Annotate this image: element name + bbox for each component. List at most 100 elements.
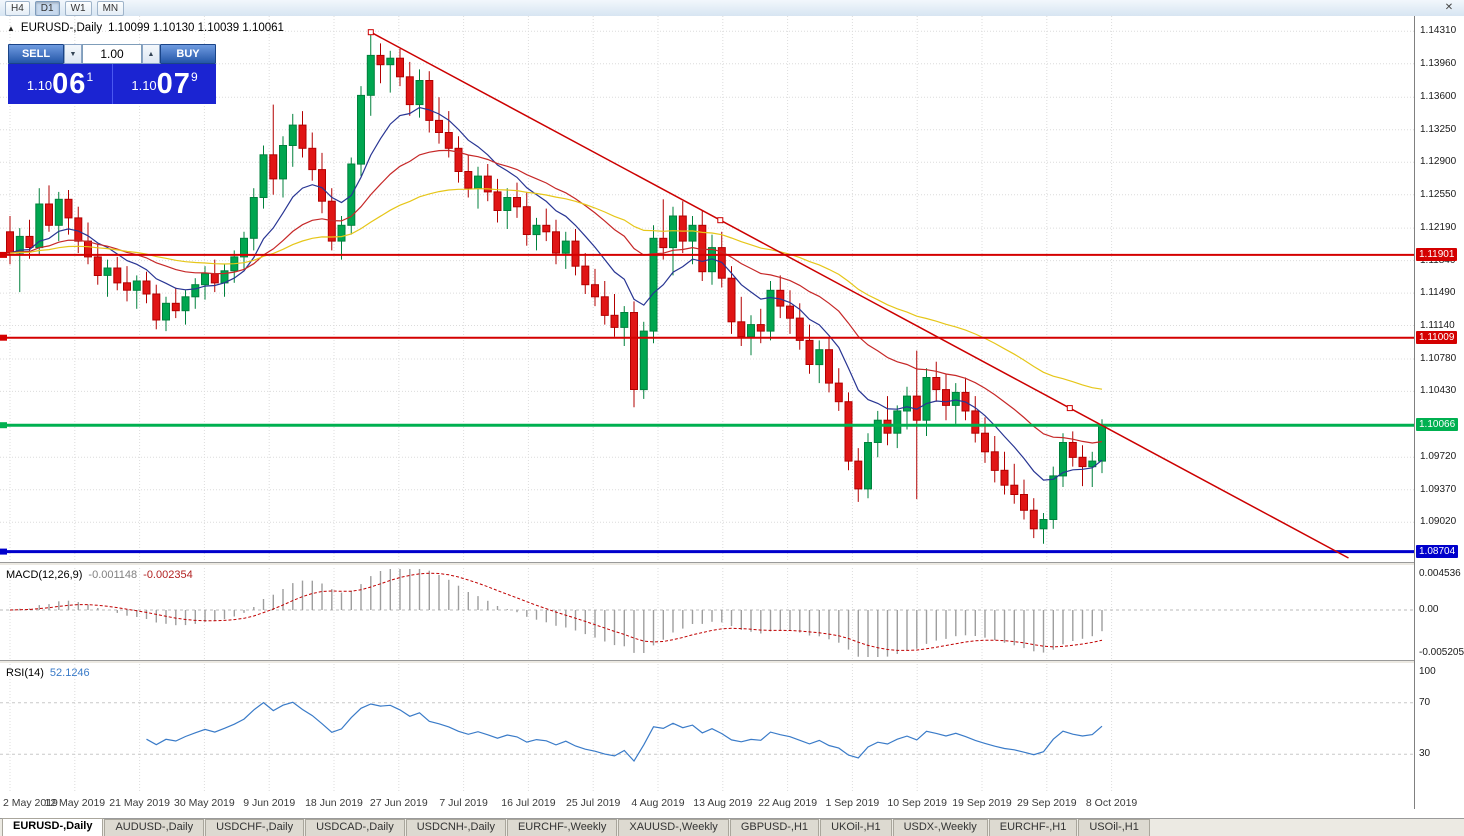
timeframe-button-mn[interactable]: MN xyxy=(96,0,125,16)
hline-price-tag: 1.11009 xyxy=(1416,330,1458,344)
date-label: 8 Oct 2019 xyxy=(1085,797,1138,809)
close-chart-button[interactable]: ✕ xyxy=(1444,2,1454,13)
spinner-up-icon: ▲ xyxy=(147,50,155,58)
date-label: 18 Jun 2019 xyxy=(305,797,363,809)
date-label: 30 May 2019 xyxy=(174,797,235,809)
ask-pip-digit: 9 xyxy=(190,70,198,84)
price-tick-label: 1.12900 xyxy=(1420,156,1457,168)
timeframe-button-h4[interactable]: H4 xyxy=(5,0,30,16)
macd-label: MACD(12,26,9) -0.001148 -0.002354 xyxy=(6,569,193,581)
moving-average-24 xyxy=(9,149,1103,444)
date-label: 16 Jul 2019 xyxy=(501,797,556,809)
price-tick-label: 1.11140 xyxy=(1420,319,1455,331)
symbol-tab[interactable]: UKOil-,H1 xyxy=(820,819,892,836)
date-label: 25 Jul 2019 xyxy=(566,797,621,809)
buy-button[interactable]: BUY xyxy=(160,44,216,64)
chart-window[interactable]: ▲ EURUSD-,Daily 1.10099 1.10130 1.10039 … xyxy=(0,16,1464,836)
date-label: 21 May 2019 xyxy=(109,797,170,809)
price-tick-label: 1.10780 xyxy=(1420,352,1457,364)
descending-trendline[interactable] xyxy=(367,29,1349,559)
ask-big-digits: 07 xyxy=(156,68,191,100)
date-label: 22 Aug 2019 xyxy=(758,797,818,809)
chart-canvas[interactable] xyxy=(0,16,1414,793)
price-tick-label: 1.13960 xyxy=(1420,57,1457,69)
trendline-handle[interactable] xyxy=(367,29,374,36)
bid-price-display[interactable]: 1.10 06 1 xyxy=(8,64,112,104)
hline-price-tag: 1.10066 xyxy=(1416,418,1459,432)
macd-signal-value: -0.002354 xyxy=(143,569,193,581)
horizontal-lines xyxy=(0,251,1414,555)
symbol-tab[interactable]: USDCNH-,Daily xyxy=(405,819,506,836)
date-label: 2 May 2019 xyxy=(3,797,58,809)
rsi-axis-70: 70 xyxy=(1419,696,1431,708)
date-label: 29 Sep 2019 xyxy=(1017,797,1077,809)
price-macd-separator[interactable] xyxy=(0,562,1464,566)
date-label: 1 Sep 2019 xyxy=(825,797,880,809)
volume-decrease-button[interactable]: ▼ xyxy=(64,44,82,64)
symbol-tab[interactable]: USDX-,Weekly xyxy=(892,819,988,836)
symbol-period-label: EURUSD-,Daily xyxy=(20,22,103,34)
rsi-axis-30: 30 xyxy=(1419,748,1431,760)
period-toolbar: H4 D1 W1 MN ✕ xyxy=(0,0,1464,17)
timeframe-button-d1[interactable]: D1 xyxy=(34,0,60,16)
rsi-indicator xyxy=(0,701,1414,762)
macd-main-value: -0.001148 xyxy=(88,569,138,581)
symbol-tab[interactable]: USDCAD-,Daily xyxy=(305,819,405,836)
chart-tab-bar: EURUSD-,Daily AUDUSD-,Daily USDCHF-,Daily U… xyxy=(0,818,1464,836)
rsi-value: 52.1246 xyxy=(49,667,90,679)
rsi-axis-100: 100 xyxy=(1419,666,1436,677)
one-click-price-row: 1.10 06 1 1.10 07 9 xyxy=(8,64,216,104)
symbol-tab[interactable]: USDCHF-,Daily xyxy=(205,819,305,836)
date-label: 7 Jul 2019 xyxy=(439,797,488,809)
symbol-tab[interactable]: AUDUSD-,Daily xyxy=(104,819,205,836)
rsi-label: RSI(14) 52.1246 xyxy=(6,667,90,679)
price-tick-label: 1.12190 xyxy=(1420,222,1457,234)
sell-button[interactable]: SELL xyxy=(8,44,64,64)
hline-price-tag: 1.11901 xyxy=(1416,247,1458,261)
price-tick-label: 1.13250 xyxy=(1420,123,1457,135)
symbol-tab[interactable]: EURUSD-,Daily xyxy=(2,818,104,836)
symbol-tab[interactable]: EURCHF-,H1 xyxy=(988,819,1078,836)
trendline-handle[interactable] xyxy=(1066,405,1073,412)
ask-prefix: 1.10 xyxy=(131,78,157,93)
price-tick-label: 1.09020 xyxy=(1420,516,1457,528)
volume-increase-button[interactable]: ▲ xyxy=(142,44,160,64)
date-axis[interactable]: 2 May 2019 12 May 2019 21 May 2019 30 May 2… xyxy=(0,793,1414,817)
moving-average-10 xyxy=(9,106,1103,481)
price-axis[interactable]: 1.14310 1.13960 1.13600 1.13250 1.12900 1.125… xyxy=(1414,16,1464,809)
bid-prefix: 1.10 xyxy=(26,78,53,93)
one-click-order-row: SELL ▼ ▲ BUY xyxy=(8,44,216,64)
date-label: 4 Aug 2019 xyxy=(631,797,685,809)
price-tick-label: 1.10430 xyxy=(1420,385,1457,397)
price-tick-label: 1.14310 xyxy=(1420,25,1457,37)
spinner-down-icon: ▼ xyxy=(69,50,77,58)
date-label: 12 May 2019 xyxy=(44,797,106,809)
trendline-handle[interactable] xyxy=(717,217,724,224)
date-label: 9 Jun 2019 xyxy=(243,797,296,809)
symbol-tab[interactable]: XAUUSD-,Weekly xyxy=(618,819,729,836)
volume-input[interactable] xyxy=(82,44,142,64)
date-label: 19 Sep 2019 xyxy=(952,797,1012,809)
macd-axis-zero: 0.00 xyxy=(1419,604,1439,615)
timeframe-button-w1[interactable]: W1 xyxy=(64,0,92,16)
price-tick-label: 1.09370 xyxy=(1420,483,1457,495)
price-tick-label: 1.13600 xyxy=(1420,91,1457,103)
date-label: 10 Sep 2019 xyxy=(887,797,947,809)
symbol-tab[interactable]: GBPUSD-,H1 xyxy=(729,819,820,836)
moving-average-52 xyxy=(9,188,1103,390)
macd-rsi-separator[interactable] xyxy=(0,660,1464,664)
ohlc-values: 1.10099 1.10130 1.10039 1.10061 xyxy=(108,22,284,34)
candlesticks xyxy=(6,32,1106,544)
symbol-tab[interactable]: EURCHF-,Weekly xyxy=(506,819,618,836)
bid-big-digits: 06 xyxy=(52,68,87,100)
symbol-tab[interactable]: USOil-,H1 xyxy=(1078,819,1150,836)
rsi-name: RSI(14) xyxy=(6,667,44,679)
macd-indicator xyxy=(0,569,1414,657)
one-click-toggle-icon[interactable]: ▲ xyxy=(7,23,15,33)
macd-axis-max: 0.004536 xyxy=(1419,568,1461,579)
timeframe-buttons: H4 D1 W1 MN xyxy=(0,0,125,16)
ask-price-display[interactable]: 1.10 07 9 xyxy=(112,64,216,104)
macd-name: MACD(12,26,9) xyxy=(6,569,83,581)
